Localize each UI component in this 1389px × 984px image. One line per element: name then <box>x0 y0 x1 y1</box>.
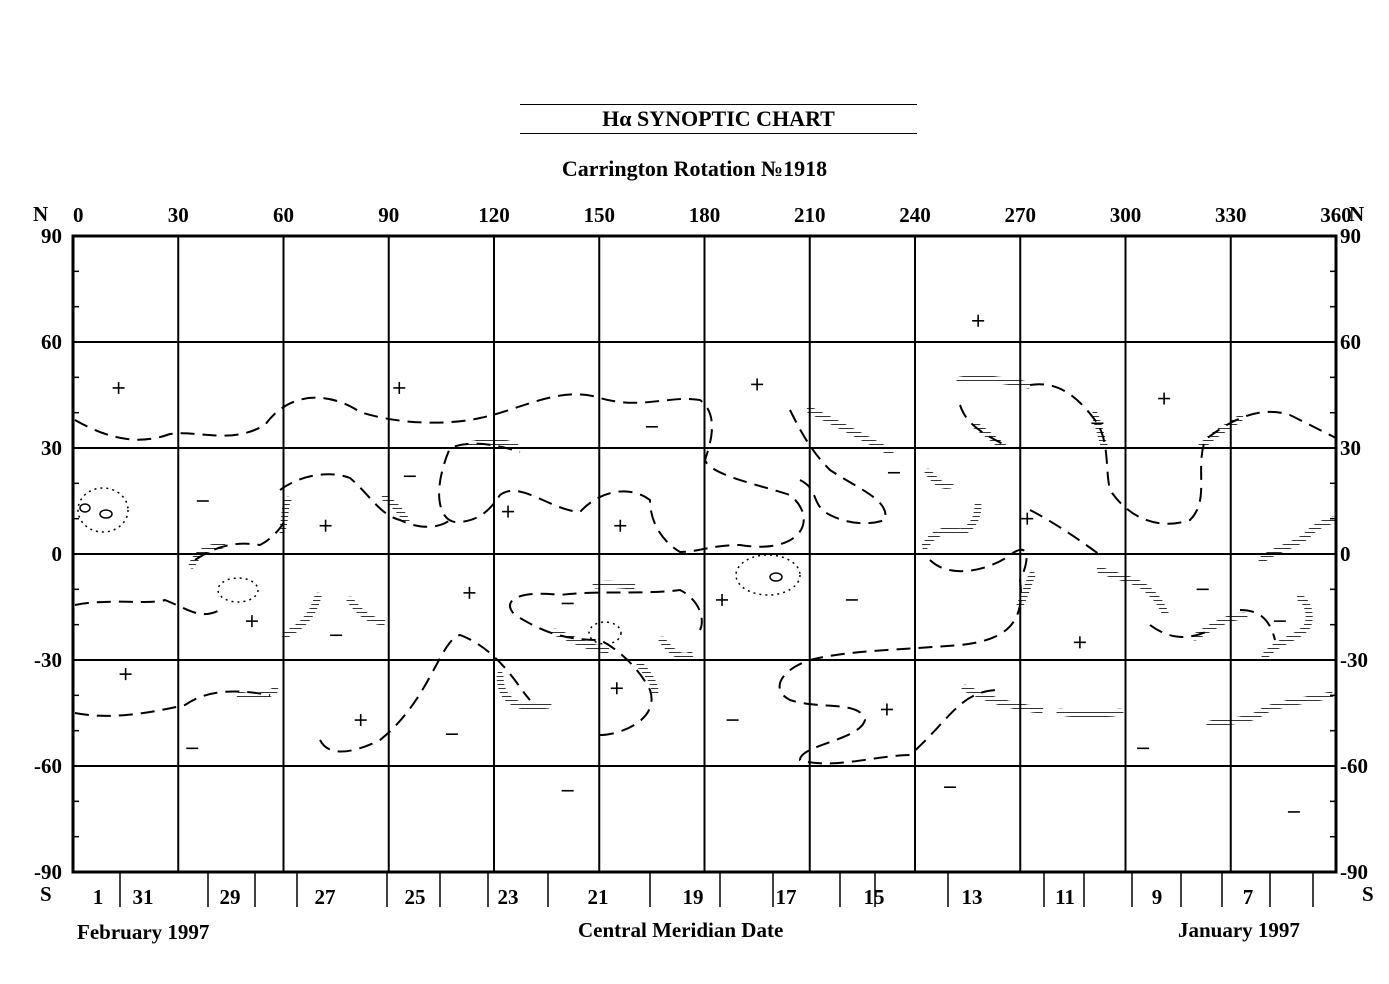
longitude-tick-label: 150 <box>584 203 616 227</box>
north-label-right: N <box>1349 202 1365 226</box>
filament <box>381 494 410 524</box>
filament <box>236 686 279 700</box>
neutral-line <box>1029 509 1276 641</box>
longitude-tick-label: 270 <box>1005 203 1037 227</box>
neutral-line <box>319 633 531 753</box>
latitude-tick-label-right: 90 <box>1340 224 1361 248</box>
latitude-tick-label-left: -90 <box>34 860 62 884</box>
filament <box>1196 414 1244 452</box>
filament <box>956 375 1032 389</box>
filament <box>188 541 226 569</box>
latitude-tick-label-left: -60 <box>34 754 62 778</box>
date-tick-label: 15 <box>864 885 885 909</box>
latitude-tick-label-left: 30 <box>41 436 62 460</box>
filament <box>1016 571 1036 609</box>
latitude-tick-label-left: -30 <box>34 648 62 672</box>
longitude-tick-label: 90 <box>378 203 399 227</box>
date-tick-label: 29 <box>220 885 241 909</box>
filament <box>551 628 610 654</box>
filament <box>281 592 322 639</box>
footer-right-month: January 1997 <box>1178 918 1300 942</box>
latitude-tick-label-right: 0 <box>1340 542 1351 566</box>
filament <box>971 421 1009 452</box>
longitude-tick-label: 120 <box>478 203 510 227</box>
filament <box>921 501 982 550</box>
filament <box>1096 566 1169 616</box>
dotted-region-centers <box>79 503 783 582</box>
filament <box>1206 691 1334 728</box>
filament <box>1091 411 1109 452</box>
longitude-tick-label: 300 <box>1110 203 1142 227</box>
filament <box>278 496 292 534</box>
neutral-line <box>959 383 1337 525</box>
date-tick-label: 19 <box>683 885 704 909</box>
date-axis: 1 31 29 27 25 23 21 19 17 15 13 11 9 7 <box>93 872 1314 909</box>
date-tick-label: 17 <box>776 885 797 909</box>
date-tick-label: 31 <box>133 885 154 909</box>
filament <box>1191 612 1248 641</box>
filament <box>592 580 636 590</box>
filament <box>924 468 954 489</box>
footer-left-month: February 1997 <box>77 920 210 944</box>
date-tick-label: 23 <box>498 885 519 909</box>
latitude-tick-label-left: 0 <box>52 542 63 566</box>
south-label-right: S <box>1362 882 1374 906</box>
footer-center-label: Central Meridian Date <box>578 918 784 942</box>
date-tick-label: 25 <box>405 885 426 909</box>
axis-ticks <box>73 270 1336 838</box>
chart-title: Hα SYNOPTIC CHART <box>520 104 917 134</box>
latitude-tick-label-left: 90 <box>41 224 62 248</box>
filament <box>461 438 519 450</box>
longitude-tick-label: 330 <box>1215 203 1247 227</box>
neutral-line <box>279 473 451 528</box>
polarity-marks <box>112 314 1300 813</box>
filament <box>806 406 894 456</box>
neutral-line <box>74 393 805 554</box>
longitude-tick-label: 210 <box>794 203 826 227</box>
date-tick-label: 1 <box>93 885 104 909</box>
filament <box>1261 594 1313 660</box>
chart-subtitle: Carrington Rotation №1918 <box>561 156 828 181</box>
dotted-regions <box>77 487 801 645</box>
south-label-left: S <box>40 882 52 906</box>
filament <box>961 684 1044 714</box>
date-tick-label: 9 <box>1152 885 1163 909</box>
longitude-tick-label: 60 <box>273 203 294 227</box>
longitude-tick-label: 0 <box>73 203 84 227</box>
latitude-tick-label-right: -60 <box>1340 754 1368 778</box>
filament <box>346 596 386 626</box>
date-tick-label: 21 <box>588 885 609 909</box>
neutral-line <box>789 409 887 525</box>
filament <box>1258 516 1337 564</box>
longitude-tick-label: 360 <box>1320 203 1352 227</box>
neutral-line <box>74 690 271 717</box>
latitude-tick-label-right: -30 <box>1340 648 1368 672</box>
latitude-tick-label-right: -90 <box>1340 860 1368 884</box>
grid-lines <box>73 236 1336 872</box>
date-tick-label: 27 <box>315 885 336 909</box>
date-tick-label: 11 <box>1055 885 1075 909</box>
filaments <box>188 375 1337 728</box>
longitude-tick-label: 30 <box>168 203 189 227</box>
latitude-tick-label-left: 60 <box>41 330 62 354</box>
date-tick-label: 7 <box>1243 885 1254 909</box>
filament <box>1056 708 1124 718</box>
north-label-left: N <box>33 202 49 226</box>
filament <box>658 636 694 660</box>
neutral-line <box>74 598 221 616</box>
latitude-tick-label-right: 60 <box>1340 330 1361 354</box>
neutral-line <box>778 548 1028 765</box>
latitude-tick-label-right: 30 <box>1340 436 1361 460</box>
date-tick-label: 13 <box>962 885 983 909</box>
longitude-tick-label: 180 <box>689 203 721 227</box>
filament <box>636 661 659 696</box>
neutral-line <box>509 588 703 736</box>
filament <box>496 671 552 711</box>
longitude-tick-label: 240 <box>899 203 931 227</box>
